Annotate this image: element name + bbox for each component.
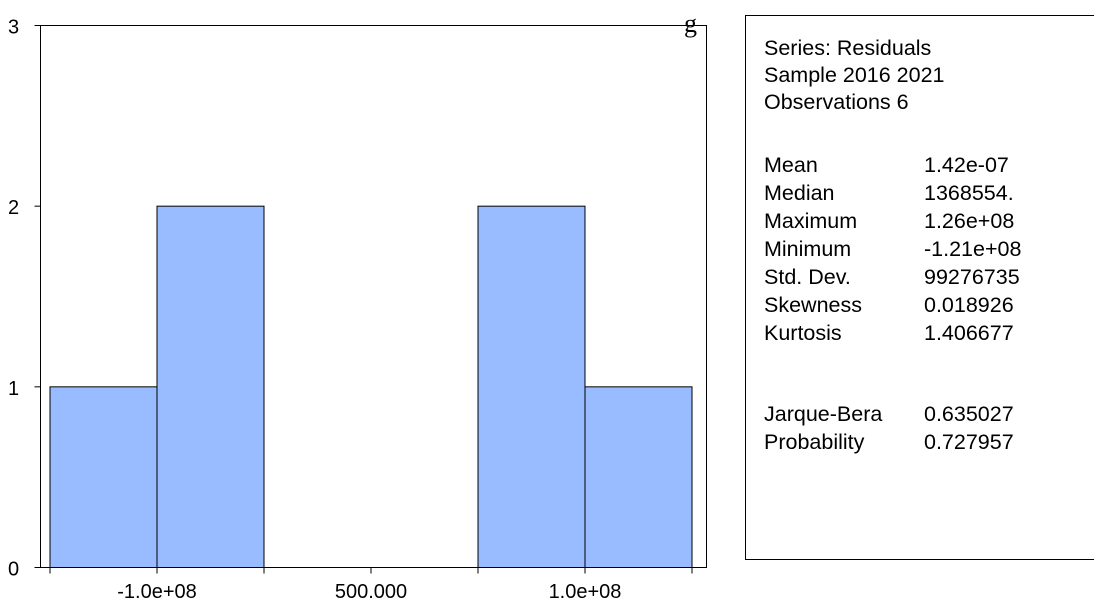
x-tick-label: 500.000 [335, 581, 407, 603]
x-tick-label: -1.0e+08 [117, 581, 197, 603]
y-tick-label: 2 [8, 197, 19, 219]
stat-label: Kurtosis [764, 321, 842, 345]
stat-label: Mean [764, 153, 818, 177]
stat-value: 1.26e+08 [924, 209, 1015, 233]
stat-label: Skewness [764, 293, 862, 317]
stat-label: Std. Dev. [764, 265, 851, 289]
stat-value: 1.42e-07 [924, 153, 1009, 177]
stat-value: 1.406677 [924, 321, 1014, 345]
stat-value: 1368554. [924, 181, 1014, 205]
stat-value: 99276735 [924, 265, 1020, 289]
stat-value: 0.635027 [924, 402, 1014, 426]
y-tick-label: 3 [8, 17, 19, 39]
stat-label: Jarque-Bera [764, 402, 883, 426]
y-tick-label: 1 [8, 378, 19, 400]
sample-range: Sample 2016 2021 [764, 63, 945, 87]
statistics-panel: Series: Residuals Sample 2016 2021 Obser… [745, 15, 1094, 560]
y-tick-label: 0 [8, 559, 19, 581]
histogram-chart: g 0 1 2 3 -1.0e+08 500.000 1.0e+08 [8, 9, 707, 603]
chart-title-fragment: g [684, 9, 697, 38]
histogram-bar [49, 386, 158, 569]
stat-label: Median [764, 181, 835, 205]
stat-value: 0.727957 [924, 430, 1014, 454]
series-name: Series: Residuals [764, 36, 932, 60]
stat-label: Maximum [764, 209, 858, 233]
stat-label: Minimum [764, 237, 852, 261]
stat-value: 0.018926 [924, 293, 1014, 317]
histogram-bar [477, 205, 586, 569]
plot-frame [40, 25, 707, 568]
histogram-bar [156, 205, 265, 569]
histogram-bar [584, 386, 693, 569]
stat-value: -1.21e+08 [924, 237, 1022, 261]
stat-label: Probability [764, 430, 865, 454]
observations-count: Observations 6 [764, 90, 909, 114]
x-tick-label: 1.0e+08 [549, 581, 622, 603]
